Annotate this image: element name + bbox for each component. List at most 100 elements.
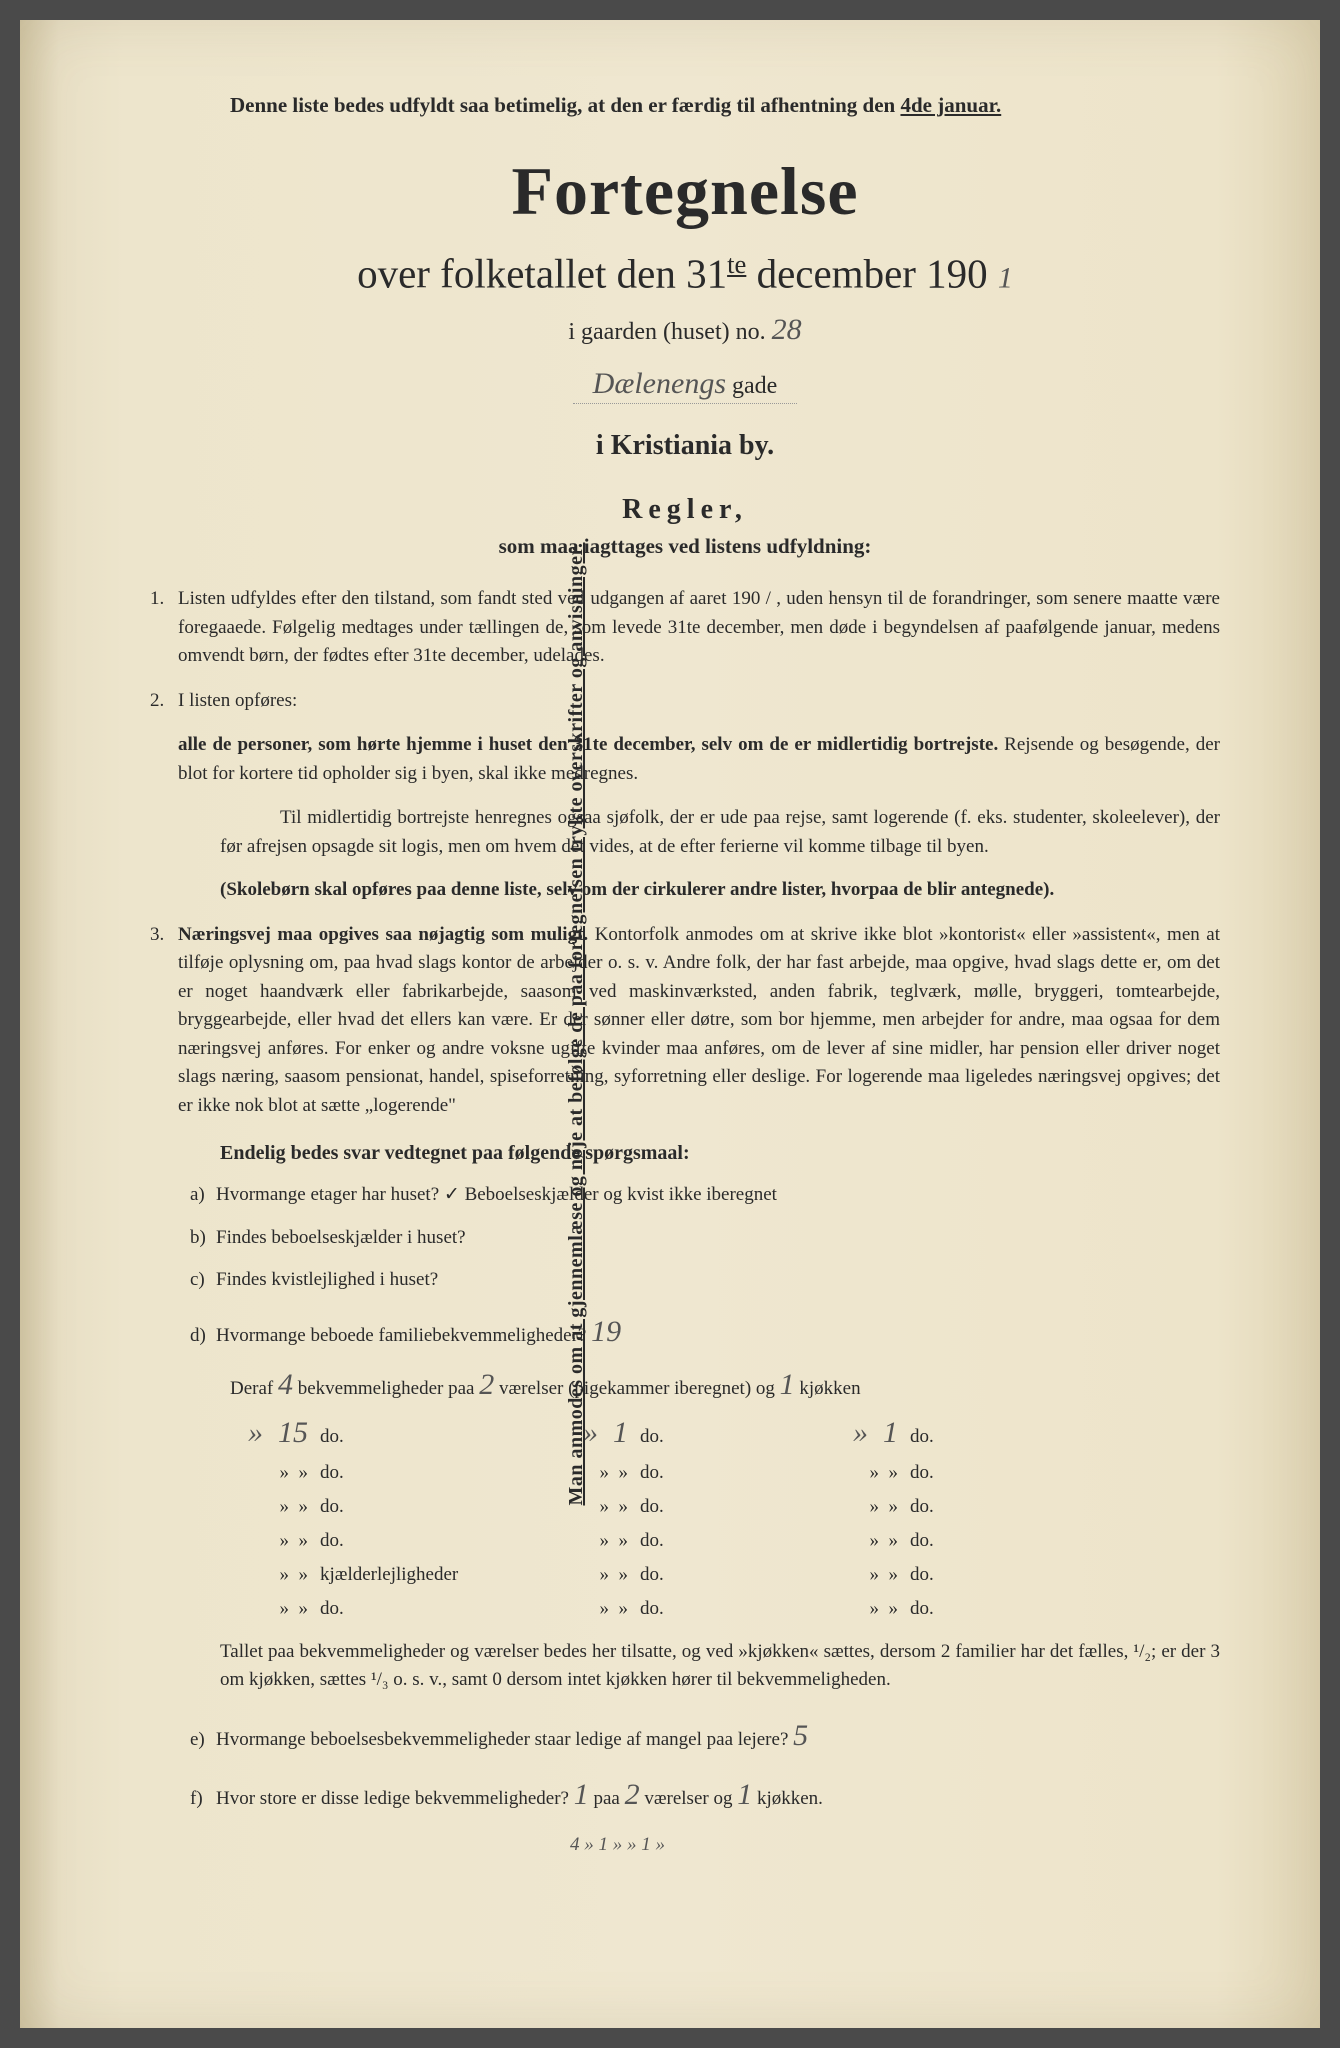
street-handwritten: Dælenengs <box>593 367 726 400</box>
cell-rooms-n: » » <box>550 1462 640 1484</box>
rule-3-num: 3. <box>150 921 164 950</box>
qf-n3: 1 <box>737 1778 752 1811</box>
qb-text: Findes beboelseskjælder i huset? <box>216 1227 466 1248</box>
cell-type: do. <box>320 1496 550 1518</box>
deraf-end: kjøkken <box>795 1378 861 1399</box>
document-page: Man anmodes om at gjennemlæse og nøje at… <box>20 20 1320 2028</box>
street-line: Dælenengs gade <box>573 367 798 404</box>
cell-count: » » <box>230 1598 320 1620</box>
qf-n2: 2 <box>625 1778 640 1811</box>
deraf-line: Deraf 4 bekvemmeligheder paa 2 værelser … <box>150 1368 1220 1402</box>
qd-text: Hvormange beboede familiebekvemmelighede… <box>216 1325 591 1346</box>
rule-2a-bold: alle de personer, som hørte hjemme i hus… <box>178 734 998 755</box>
cell-kitchen-n: » » <box>820 1462 910 1484</box>
qf-end: kjøkken. <box>752 1788 823 1809</box>
rule-2: 2. I listen opføres: <box>150 687 1220 716</box>
qa-label: a) <box>190 1181 216 1210</box>
cell-count: » 15 <box>230 1416 320 1450</box>
table-row: » »do.» »do.» »do. <box>230 1598 1220 1620</box>
rule-2-text: I listen opføres: <box>178 690 297 711</box>
cell-rooms-n: » » <box>550 1496 640 1518</box>
qe-hand: 5 <box>793 1719 808 1752</box>
cell-type: kjælderlejligheder <box>320 1564 550 1586</box>
rule-2c: (Skolebørn skal opføres paa denne liste,… <box>150 875 1220 904</box>
cell-rooms-n: » » <box>550 1564 640 1586</box>
qb-label: b) <box>190 1224 216 1253</box>
cell-count: » » <box>230 1462 320 1484</box>
deraf-n2: 2 <box>479 1368 494 1401</box>
table-row: » »do.» »do.» »do. <box>230 1462 1220 1484</box>
cell-rooms-n: » 1 <box>550 1416 640 1450</box>
cell-rooms: do. <box>640 1496 820 1518</box>
deraf-n1: 4 <box>278 1368 293 1401</box>
subtitle-pre: over folketallet den 31 <box>357 250 727 296</box>
cell-rooms: do. <box>640 1426 820 1448</box>
cell-kitchen: do. <box>910 1564 1010 1586</box>
table-row: » »kjælderlejligheder» »do.» »do. <box>230 1564 1220 1586</box>
cell-kitchen: do. <box>910 1426 1010 1448</box>
cell-type: do. <box>320 1530 550 1552</box>
street-suffix: gade <box>726 373 777 399</box>
question-c: c)Findes kvistlejlighed i huset? <box>150 1266 1220 1295</box>
table-row: » 15do.» 1do.» 1do. <box>230 1416 1220 1450</box>
year-handwritten: 1 <box>998 261 1013 294</box>
question-b: b)Findes beboelseskjælder i huset? <box>150 1224 1220 1253</box>
qf-pre: Hvor store er disse ledige bekvemmelighe… <box>216 1788 574 1809</box>
cell-count: » » <box>230 1564 320 1586</box>
qc-text: Findes kvistlejlighed i huset? <box>216 1269 438 1290</box>
cell-rooms: do. <box>640 1530 820 1552</box>
cell-type: do. <box>320 1426 550 1448</box>
house-number: 28 <box>772 313 802 346</box>
subtitle-sup: te <box>727 249 746 279</box>
cell-type: do. <box>320 1598 550 1620</box>
cell-type: do. <box>320 1462 550 1484</box>
table-row: » »do.» »do.» »do. <box>230 1496 1220 1518</box>
cell-kitchen: do. <box>910 1462 1010 1484</box>
cell-rooms-n: » » <box>550 1530 640 1552</box>
qe-text: Hvormange beboelsesbekvemmeligheder staa… <box>216 1729 793 1750</box>
question-d: d)Hvormange beboede familiebekvemmelighe… <box>150 1309 1220 1354</box>
main-title: Fortegnelse <box>150 152 1220 231</box>
question-e: e)Hvormange beboelsesbekvemmeligheder st… <box>150 1713 1220 1758</box>
qf-mid1: paa <box>589 1788 625 1809</box>
rule-1: 1. Listen udfyldes efter den tilstand, s… <box>150 585 1220 671</box>
qa-text: Hvormange etager har huset? ✓ Beboelsesk… <box>216 1184 777 1205</box>
rule-3: 3. Næringsvej maa opgives saa nøjagtig s… <box>150 921 1220 1121</box>
cell-kitchen: do. <box>910 1598 1010 1620</box>
subtitle-mid: december 190 <box>746 250 987 296</box>
table-row: » »do.» »do.» »do. <box>230 1530 1220 1552</box>
rules-subtitle: som maa iagttages ved listens udfyldning… <box>150 534 1220 559</box>
qf-n1: 1 <box>574 1778 589 1811</box>
qf-mid2: værelser og <box>640 1788 738 1809</box>
cell-kitchen: do. <box>910 1496 1010 1518</box>
cell-rooms: do. <box>640 1564 820 1586</box>
deraf-pre: Deraf <box>230 1378 278 1399</box>
city-line: i Kristiania by. <box>150 430 1220 462</box>
header-note-text: Denne liste bedes udfyldt saa betimelig,… <box>230 93 900 117</box>
question-a: a)Hvormange etager har huset? ✓ Beboelse… <box>150 1181 1220 1210</box>
deraf-n3: 1 <box>780 1368 795 1401</box>
rule-2-num: 2. <box>150 687 164 716</box>
qc-label: c) <box>190 1266 216 1295</box>
rule-3-start: Næringsvej maa opgives saa nøjagtig som … <box>178 924 588 945</box>
rule-1-num: 1. <box>150 585 164 614</box>
cell-kitchen: do. <box>910 1530 1010 1552</box>
cell-count: » » <box>230 1530 320 1552</box>
rule-2b: Til midlertidig bortrejste henregnes ogs… <box>150 804 1220 861</box>
cell-rooms: do. <box>640 1462 820 1484</box>
cell-rooms-n: » » <box>550 1598 640 1620</box>
table-footnote: Tallet paa bekvemmeligheder og værelser … <box>150 1638 1220 1695</box>
qe-label: e) <box>190 1726 216 1755</box>
deraf-mid1: bekvemmeligheder paa <box>293 1378 479 1399</box>
qd-label: d) <box>190 1322 216 1351</box>
subtitle: over folketallet den 31te december 190 1 <box>150 249 1220 298</box>
rule-3-body: Kontorfolk anmodes om at skrive ikke blo… <box>178 924 1220 1116</box>
rule-2a: alle de personer, som hørte hjemme i hus… <box>150 731 1220 788</box>
cell-count: » » <box>230 1496 320 1518</box>
question-f: f)Hvor store er disse ledige bekvemmelig… <box>150 1772 1220 1817</box>
rule-1-text: Listen udfyldes efter den tilstand, som … <box>178 588 1220 666</box>
cell-kitchen-n: » » <box>820 1564 910 1586</box>
street-line-wrap: Dælenengs gade <box>150 357 1220 414</box>
cell-kitchen-n: » 1 <box>820 1416 910 1450</box>
header-note: Denne liste bedes udfyldt saa betimelig,… <box>230 90 1220 122</box>
